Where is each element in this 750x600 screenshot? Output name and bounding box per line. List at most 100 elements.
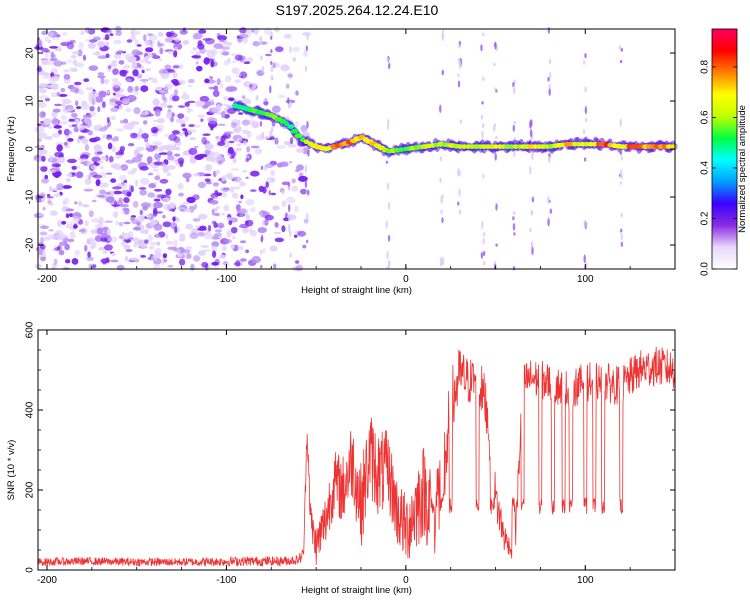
noise-blob bbox=[215, 111, 223, 115]
noise-blob bbox=[91, 99, 95, 106]
noise-blob bbox=[222, 261, 228, 265]
streak-blob bbox=[439, 156, 443, 162]
noise-blob bbox=[51, 36, 61, 41]
noise-blob bbox=[120, 164, 129, 171]
trace-mark bbox=[294, 133, 303, 139]
noise-blob bbox=[39, 82, 48, 88]
noise-blob bbox=[77, 201, 83, 207]
streak-blob bbox=[585, 262, 588, 267]
noise-blob bbox=[69, 231, 76, 239]
noise-blob bbox=[57, 246, 61, 250]
noise-blob bbox=[231, 192, 239, 199]
noise-blob bbox=[236, 73, 242, 78]
streak-blob bbox=[495, 135, 498, 140]
noise-blob bbox=[236, 143, 242, 147]
noise-blob bbox=[71, 258, 79, 265]
noise-blob bbox=[128, 237, 134, 240]
streak-blob bbox=[620, 48, 624, 52]
noise-blob bbox=[204, 78, 210, 84]
noise-blob bbox=[101, 134, 107, 139]
noise-blob bbox=[197, 114, 206, 118]
noise-blob bbox=[202, 133, 211, 136]
noise-blob bbox=[166, 165, 176, 170]
trace-mark bbox=[670, 144, 677, 150]
noise-blob bbox=[41, 59, 49, 66]
noise-blob bbox=[107, 65, 112, 70]
noise-blob bbox=[153, 233, 160, 238]
x-tick-label: 100 bbox=[577, 274, 594, 285]
noise-blob bbox=[165, 240, 174, 245]
streak-blob bbox=[388, 62, 391, 69]
streak-blob bbox=[619, 118, 622, 127]
noise-blob bbox=[221, 191, 228, 198]
noise-blob bbox=[220, 187, 230, 193]
noise-blob bbox=[197, 250, 206, 256]
noise-blob bbox=[178, 64, 183, 70]
streak-blob bbox=[260, 165, 264, 170]
noise-blob bbox=[236, 210, 241, 213]
streak-blob bbox=[270, 126, 274, 134]
noise-blob bbox=[190, 263, 195, 271]
streak-blob bbox=[529, 120, 532, 129]
noise-blob bbox=[147, 234, 153, 242]
noise-blob bbox=[193, 204, 198, 210]
noise-blob bbox=[226, 41, 233, 47]
streak-blob bbox=[439, 177, 442, 183]
streak-blob bbox=[547, 76, 550, 82]
noise-blob bbox=[134, 91, 139, 95]
noise-blob bbox=[53, 193, 61, 198]
noise-blob bbox=[204, 100, 212, 107]
streak-blob bbox=[260, 55, 263, 61]
noise-blob bbox=[131, 218, 138, 225]
noise-blob bbox=[159, 152, 169, 155]
noise-blob bbox=[152, 98, 160, 106]
noise-blob bbox=[111, 204, 120, 207]
noise-blob bbox=[201, 136, 207, 145]
noise-blob bbox=[82, 204, 90, 208]
noise-blob bbox=[109, 98, 118, 103]
noise-blob bbox=[172, 71, 178, 79]
colorbar-gradient bbox=[711, 28, 738, 270]
noise-blob bbox=[104, 78, 110, 85]
noise-blob bbox=[211, 208, 215, 216]
noise-blob bbox=[54, 103, 63, 107]
noise-blob bbox=[291, 47, 301, 52]
noise-blob bbox=[173, 80, 179, 87]
noise-blob bbox=[105, 53, 110, 58]
noise-blob bbox=[111, 60, 117, 64]
trace-mark bbox=[572, 141, 578, 147]
noise-blob bbox=[223, 140, 230, 148]
noise-blob bbox=[84, 116, 91, 124]
noise-blob bbox=[111, 78, 119, 82]
noise-blob bbox=[39, 231, 48, 236]
noise-blob bbox=[123, 221, 131, 225]
streak-blob bbox=[512, 86, 516, 95]
noise-blob bbox=[158, 231, 166, 238]
noise-blob bbox=[294, 121, 299, 128]
noise-blob bbox=[240, 258, 247, 262]
noise-blob bbox=[175, 118, 184, 124]
noise-blob bbox=[112, 186, 122, 190]
noise-blob bbox=[110, 115, 117, 121]
noise-blob bbox=[148, 172, 154, 176]
noise-blob bbox=[119, 174, 127, 182]
noise-blob bbox=[61, 220, 67, 225]
streak-blob bbox=[289, 100, 292, 108]
noise-blob bbox=[87, 42, 96, 49]
streak-blob bbox=[620, 169, 623, 178]
noise-blob bbox=[92, 264, 97, 268]
streak-blob bbox=[512, 124, 515, 132]
streak-blob bbox=[440, 209, 443, 214]
noise-blob bbox=[162, 214, 166, 219]
noise-blob bbox=[179, 233, 186, 241]
trace-mark bbox=[287, 124, 294, 129]
noise-blob bbox=[147, 192, 156, 198]
streak-blob bbox=[441, 217, 444, 224]
noise-blob bbox=[163, 203, 172, 211]
streak-blob bbox=[306, 33, 309, 41]
noise-blob bbox=[125, 159, 135, 164]
noise-blob bbox=[90, 218, 100, 223]
x-tick-label: 0 bbox=[403, 575, 409, 586]
